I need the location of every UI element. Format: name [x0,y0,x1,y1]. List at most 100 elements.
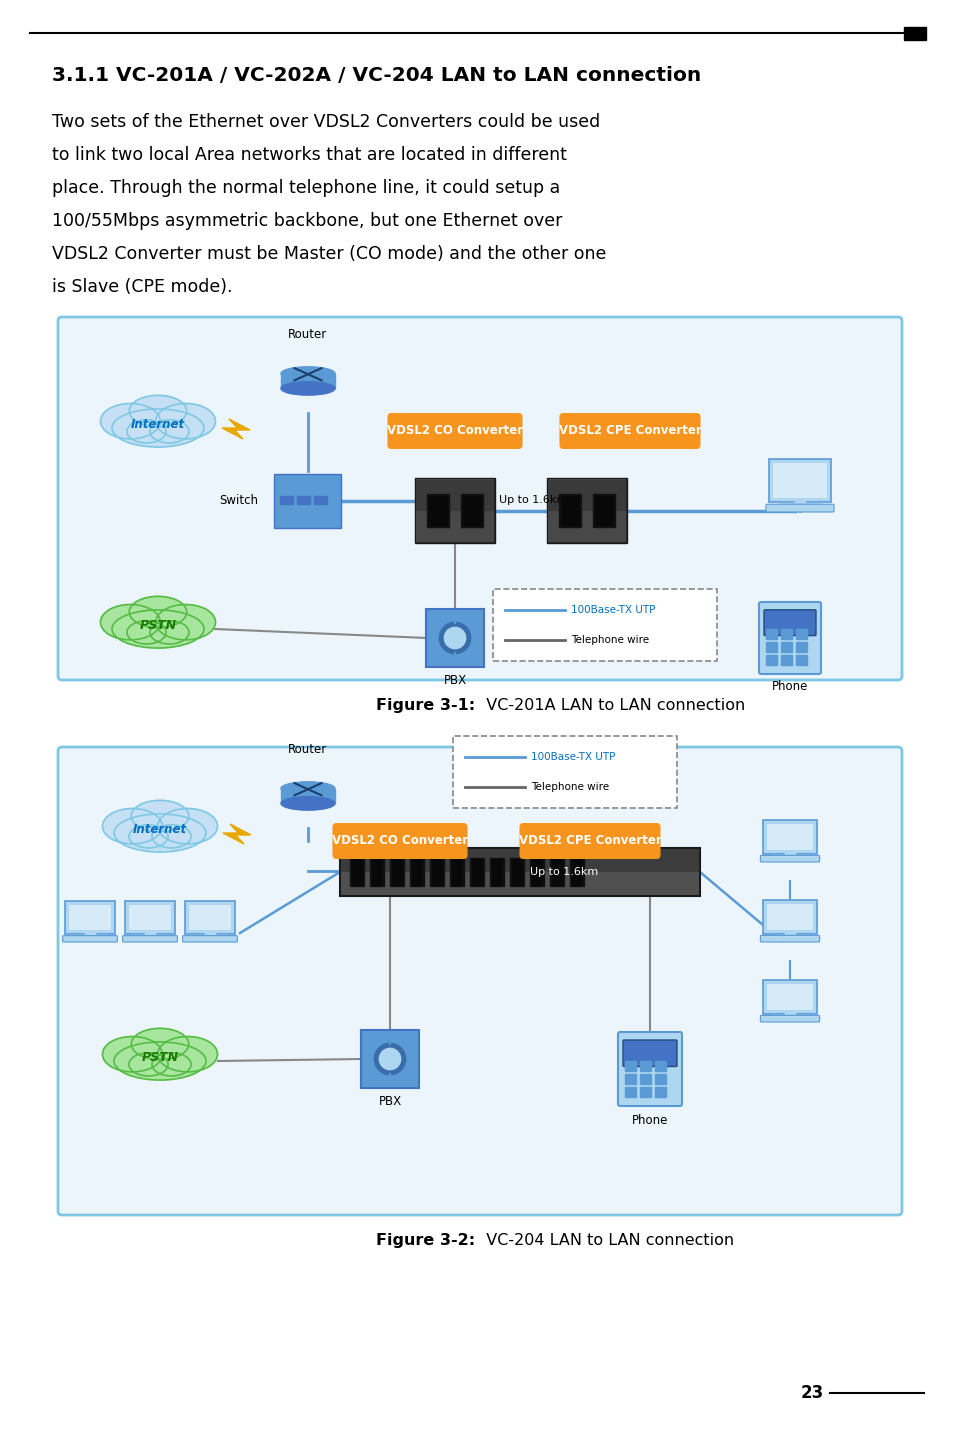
Text: 100/55Mbps asymmetric backbone, but one Ethernet over: 100/55Mbps asymmetric backbone, but one … [52,212,561,230]
Bar [472,859,481,884]
Bar [85,932,95,936]
Text: place. Through the normal telephone line, it could setup a: place. Through the normal telephone line… [52,179,559,197]
Ellipse shape [155,404,215,439]
Text: PBX: PBX [443,674,466,687]
Ellipse shape [281,382,335,395]
Text: Phone: Phone [631,1113,667,1128]
Ellipse shape [281,366,335,381]
Ellipse shape [113,814,206,851]
FancyBboxPatch shape [760,936,819,942]
Bar [569,857,583,886]
Text: Two sets of the Ethernet over VDSL2 Converters could be used: Two sets of the Ethernet over VDSL2 Conv… [52,113,599,132]
FancyBboxPatch shape [766,903,812,930]
Ellipse shape [129,824,168,849]
Bar [430,857,443,886]
Bar [314,497,327,504]
Text: VDSL2 CO Converter: VDSL2 CO Converter [332,834,468,847]
FancyBboxPatch shape [415,478,495,542]
FancyBboxPatch shape [58,318,901,680]
Bar [595,497,613,525]
Bar [781,655,791,665]
Bar [512,859,521,884]
Bar [280,497,294,504]
FancyBboxPatch shape [547,479,625,542]
FancyBboxPatch shape [622,1040,677,1066]
Text: VDSL2 CPE Converter: VDSL2 CPE Converter [518,834,660,847]
Text: Up to 1.6km: Up to 1.6km [530,867,598,877]
Ellipse shape [157,809,217,844]
Text: Router: Router [288,328,327,341]
Bar [390,857,403,886]
Bar [560,497,578,525]
Bar [370,857,384,886]
Ellipse shape [102,1036,162,1072]
FancyBboxPatch shape [281,788,335,803]
Ellipse shape [127,419,166,444]
Bar [490,857,503,886]
Text: Internet: Internet [132,823,187,836]
Bar [510,857,523,886]
Bar [352,859,361,884]
Bar [655,1075,665,1085]
FancyBboxPatch shape [416,479,494,511]
Ellipse shape [132,800,189,831]
FancyBboxPatch shape [416,479,494,542]
FancyBboxPatch shape [360,1030,418,1088]
Bar [460,494,482,527]
Bar [205,932,214,936]
FancyBboxPatch shape [123,936,177,942]
Bar [639,1088,650,1098]
Ellipse shape [100,604,160,640]
Bar [193,934,227,937]
Text: PBX: PBX [378,1095,401,1108]
Text: Telephone wire: Telephone wire [571,635,648,645]
FancyBboxPatch shape [189,906,231,930]
Ellipse shape [129,395,187,426]
Bar [432,859,441,884]
FancyBboxPatch shape [125,902,174,934]
Bar [350,857,364,886]
Bar [462,497,480,525]
FancyBboxPatch shape [332,823,467,859]
Bar [639,1060,650,1070]
Bar [429,497,447,525]
Circle shape [379,1049,400,1069]
Bar [779,502,821,507]
Ellipse shape [129,597,187,628]
Bar [655,1060,665,1070]
Text: VC-201A LAN to LAN connection: VC-201A LAN to LAN connection [476,698,744,713]
FancyBboxPatch shape [281,373,335,388]
Ellipse shape [157,1036,217,1072]
FancyBboxPatch shape [519,823,659,859]
FancyBboxPatch shape [558,414,700,449]
Bar [655,1088,665,1098]
FancyBboxPatch shape [763,610,815,635]
Bar [133,934,167,937]
Text: Phone: Phone [771,680,807,693]
Ellipse shape [152,824,191,849]
Bar [73,934,107,937]
Text: Telephone wire: Telephone wire [531,781,608,791]
FancyBboxPatch shape [766,983,812,1010]
FancyBboxPatch shape [69,906,111,930]
Circle shape [444,627,465,648]
Bar [639,1075,650,1085]
Bar [781,630,791,640]
FancyBboxPatch shape [387,414,522,449]
FancyBboxPatch shape [762,980,816,1013]
Ellipse shape [152,1053,191,1076]
Polygon shape [222,419,250,439]
Bar [795,655,806,665]
Bar [372,859,381,884]
Bar [392,859,401,884]
Bar [427,494,449,527]
FancyBboxPatch shape [765,504,833,512]
FancyBboxPatch shape [58,747,901,1215]
Ellipse shape [281,781,335,796]
Text: 100Base-TX UTP: 100Base-TX UTP [531,753,615,763]
Bar [784,851,794,856]
Ellipse shape [150,621,189,644]
Ellipse shape [127,621,166,644]
Bar [450,857,463,886]
Bar [903,27,925,40]
